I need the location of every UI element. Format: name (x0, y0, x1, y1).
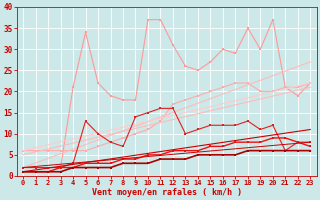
X-axis label: Vent moyen/en rafales ( km/h ): Vent moyen/en rafales ( km/h ) (92, 188, 242, 197)
